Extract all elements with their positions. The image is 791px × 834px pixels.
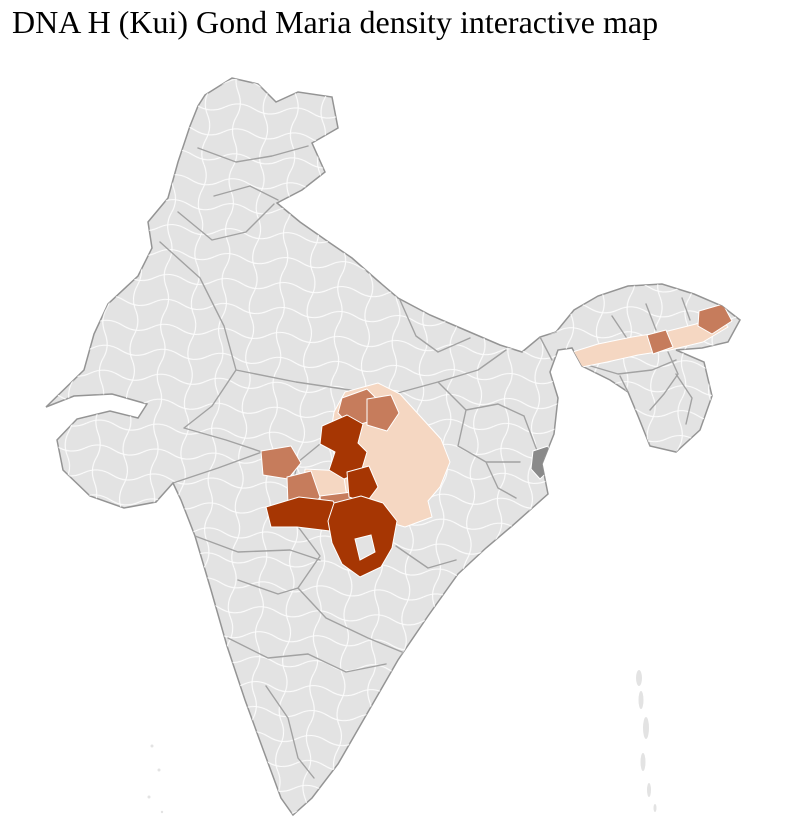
- andaman-island[interactable]: [640, 753, 646, 771]
- lakshadweep-island[interactable]: [160, 810, 164, 814]
- district-medium-density[interactable]: [260, 445, 302, 480]
- lakshadweep-island[interactable]: [150, 744, 154, 748]
- lakshadweep-island[interactable]: [147, 795, 151, 799]
- state-boundaries: [159, 145, 717, 779]
- andaman-island[interactable]: [647, 783, 651, 797]
- district-medium-density[interactable]: [366, 394, 400, 432]
- state-border-lines: [159, 145, 717, 779]
- district-medium-density[interactable]: [646, 329, 674, 355]
- district-high-density[interactable]: [346, 465, 379, 504]
- andaman-island[interactable]: [636, 670, 642, 686]
- andaman-island[interactable]: [653, 804, 657, 812]
- district-no-data[interactable]: [354, 534, 376, 561]
- lakshadweep-island[interactable]: [157, 768, 161, 772]
- district-high-density[interactable]: [327, 495, 398, 578]
- andaman-island[interactable]: [643, 717, 649, 739]
- andaman-island[interactable]: [638, 691, 644, 709]
- island-chains: [147, 670, 657, 814]
- high-density-districts: [265, 414, 398, 578]
- district-medium-density[interactable]: [697, 303, 733, 335]
- map-title: DNA H (Kui) Gond Maria density interacti…: [12, 4, 659, 40]
- district-low-density[interactable]: [565, 313, 729, 368]
